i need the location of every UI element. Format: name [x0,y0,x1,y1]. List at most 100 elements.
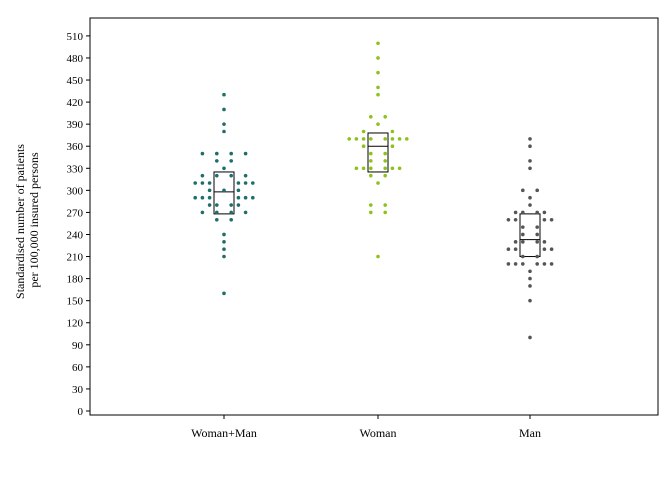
data-point [383,137,388,141]
data-point [542,247,547,251]
y-axis: 0 30 60 90 120 150 180 210 240 270 300 330 360 390 420… [67,31,90,418]
data-point [215,203,219,207]
data-point [376,56,380,60]
y-tick-label: 90 [72,340,84,352]
data-point [200,151,205,156]
data-point [535,240,539,244]
data-point [200,173,205,178]
x-tick-label: Woman+Man [191,426,257,440]
data-point [361,137,366,141]
y-axis-title-line-1: Standardised number of patients [13,144,27,299]
data-point [528,159,532,163]
data-point [222,129,226,134]
data-point [200,210,205,215]
y-tick-label: 510 [67,31,84,43]
x-axis: Woman+Man Woman Man [191,415,541,440]
data-point [506,217,511,222]
data-point [222,92,226,97]
data-point [521,254,525,259]
data-point [549,247,554,251]
data-point [215,217,219,222]
data-point [369,159,373,163]
data-point [215,173,219,178]
data-point [521,188,525,193]
data-point [390,137,395,141]
data-point [390,129,395,134]
data-point [207,188,212,193]
data-point [193,195,197,200]
data-point [222,240,226,244]
data-point [528,166,532,171]
data-point [513,247,518,251]
data-point [521,232,525,237]
data-point [542,217,547,222]
data-point [243,210,248,215]
data-point [376,254,380,259]
data-point [369,203,373,207]
data-point [542,262,547,266]
data-point [376,92,380,97]
data-point [200,195,205,200]
data-point [390,166,395,171]
data-point [383,151,388,156]
iqr-box [367,132,389,173]
data-point [405,137,409,141]
data-point [397,137,402,141]
data-point [535,232,539,237]
data-point [383,210,388,215]
x-tick-label: Man [519,426,541,440]
boxes [213,132,541,258]
data-point [354,137,359,141]
data-point [229,217,233,222]
x-tick-label: Woman [359,426,396,440]
data-point [251,195,255,200]
data-point [528,284,532,288]
data-point [542,240,547,244]
data-point [215,210,219,215]
data-point [361,144,366,149]
data-point [361,129,366,134]
y-tick-label: 150 [67,296,84,308]
data-point [383,115,388,119]
y-tick-label: 420 [67,97,84,109]
data-point [521,225,525,229]
data-point [528,203,532,207]
data-point [207,203,212,207]
data-point [222,107,226,112]
data-point [528,144,532,149]
data-point [207,181,212,185]
data-point [376,122,380,126]
data-point [369,210,373,215]
data-point [229,151,233,156]
data-point [549,217,554,222]
data-point [347,137,352,141]
y-tick-label: 480 [67,53,84,65]
data-point [535,262,539,266]
data-point [222,166,226,171]
data-point [369,115,373,119]
data-point [369,151,373,156]
data-point [376,85,380,90]
data-point [361,166,366,171]
y-tick-label: 30 [72,384,84,396]
data-point [383,166,388,171]
data-point [383,159,388,163]
y-tick-label: 120 [67,318,84,330]
data-point [376,181,380,185]
data-point [535,188,539,193]
data-point [222,247,226,251]
data-point [236,195,241,200]
y-axis-title-line-2: per 100,000 insured persons [27,152,41,288]
data-point [215,151,219,156]
data-point [376,70,380,75]
y-axis-title: Standardised number of patients per 100,… [13,141,41,299]
data-point [397,166,402,171]
data-point [528,276,532,281]
data-point [369,173,373,178]
data-point [236,188,241,193]
data-point [229,203,233,207]
data-point [207,195,212,200]
data-point [383,203,388,207]
y-tick-label: 390 [67,119,84,131]
